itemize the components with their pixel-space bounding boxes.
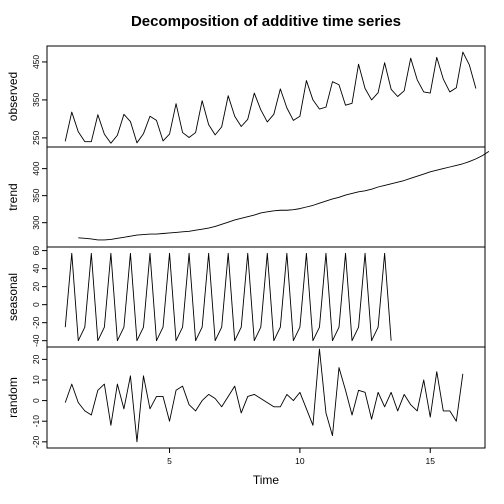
x-axis-label: Time [253, 473, 280, 487]
y-tick-label-seasonal-2: 0 [31, 302, 41, 307]
x-tick-label-2: 15 [426, 456, 436, 466]
y-tick-label-observed-1: 350 [31, 93, 41, 107]
series-line-random [64, 348, 464, 443]
y-tick-label-seasonal-1: -20 [31, 316, 41, 329]
y-tick-label-random-4: 20 [31, 354, 41, 364]
y-tick-label-seasonal-0: -40 [31, 334, 41, 347]
y-tick-label-random-0: -20 [31, 435, 41, 448]
y-tick-label-seasonal-3: 20 [31, 282, 41, 292]
y-tick-label-seasonal-5: 60 [31, 246, 41, 256]
panels-group: 250350450observed300350400trend-40-20020… [6, 45, 490, 449]
y-tick-label-observed-0: 250 [31, 131, 41, 145]
y-axis-label-observed: observed [6, 72, 20, 121]
x-tick-label-1: 10 [295, 456, 305, 466]
panel-seasonal: -40 -20 0 20 40 60 seasonal [6, 246, 486, 348]
y-axis-label-trend: trend [6, 183, 20, 210]
y-tick-label-seasonal-4: 40 [31, 264, 41, 274]
y-tick-label-observed-2: 450 [31, 55, 41, 69]
series-line-seasonal [64, 252, 392, 342]
y-tick-label-random-2: 0 [31, 398, 41, 403]
x-tick-label-0: 5 [167, 456, 172, 466]
y-tick-label-trend-0: 300 [31, 215, 41, 229]
y-axis-label-seasonal: seasonal [6, 273, 20, 321]
y-tick-label-random-3: 10 [31, 375, 41, 385]
series-line-observed [64, 51, 477, 144]
panel-random: -20 -10 0 10 20 random [6, 346, 486, 449]
series-line-trend [78, 150, 490, 241]
y-tick-label-trend-1: 350 [31, 188, 41, 202]
y-axis-label-random: random [6, 377, 20, 418]
y-tick-label-random-1: -10 [31, 415, 41, 428]
panel-frame-observed [46, 45, 486, 148]
panel-frame-random [46, 346, 486, 449]
chart-title: Decomposition of additive time series [131, 13, 401, 30]
panel-frame-trend [46, 146, 486, 248]
panel-observed: 250 350 450 observed [6, 45, 486, 148]
panel-trend: 300 350 400 trend [6, 146, 490, 248]
x-axis: 5 10 15 [167, 448, 435, 466]
y-tick-label-trend-2: 400 [31, 161, 41, 175]
panel-frame-seasonal [46, 246, 486, 348]
